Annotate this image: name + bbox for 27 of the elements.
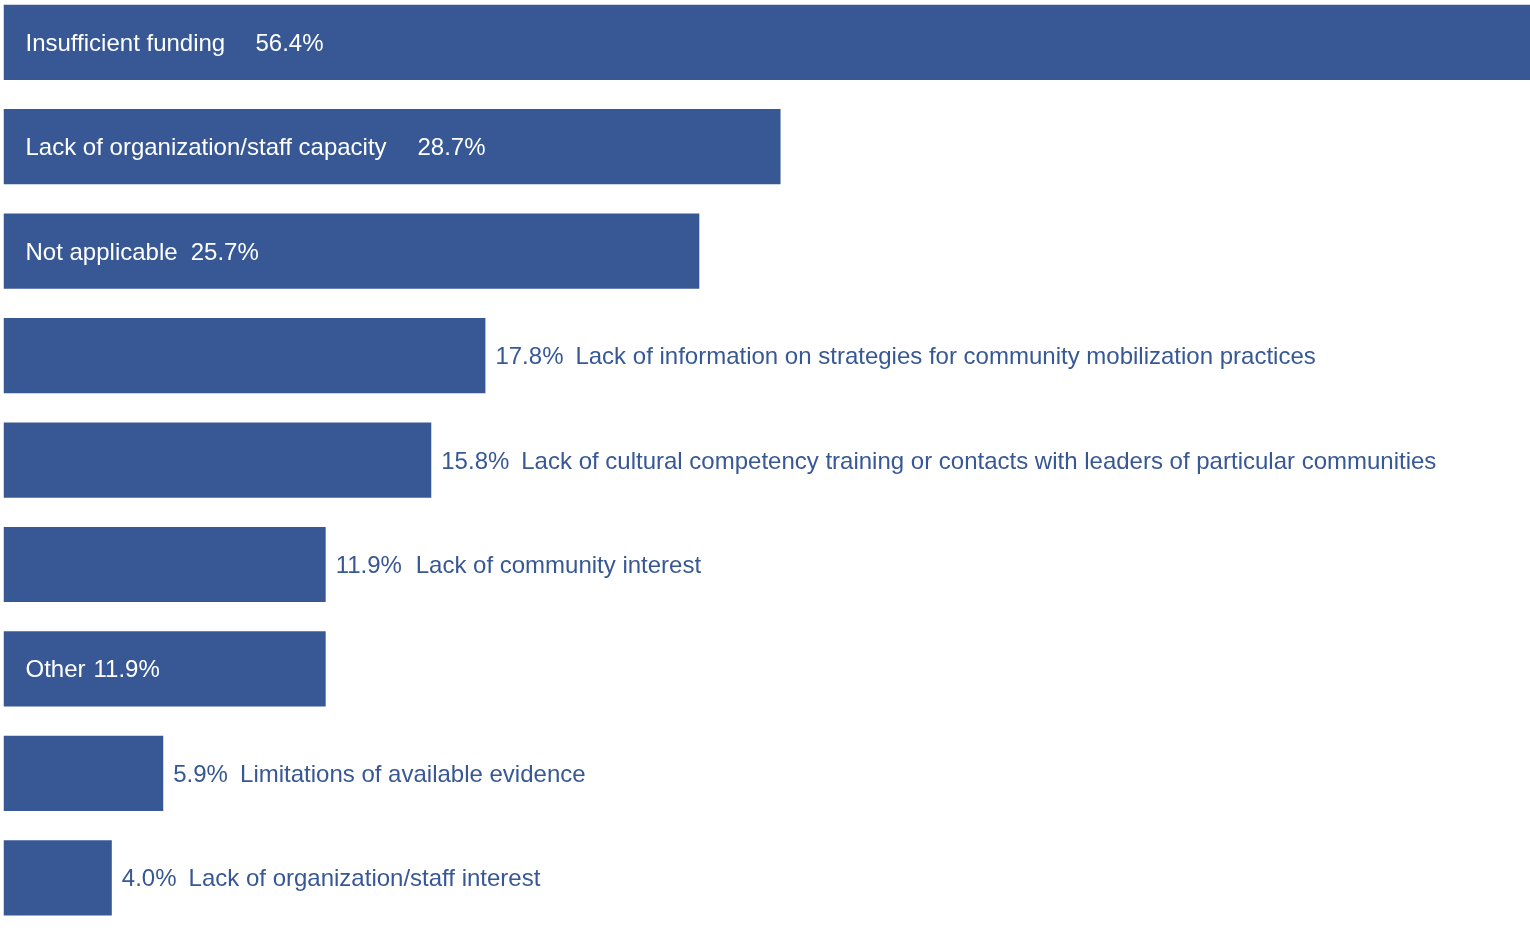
data-label: 5.9% (173, 759, 228, 787)
bar (3, 109, 781, 185)
bar (3, 4, 1530, 80)
bar (3, 526, 326, 603)
bar (3, 422, 432, 498)
bar (3, 631, 326, 707)
y-tick-label: Lack of community interest (415, 551, 702, 578)
y-tick-label: Insufficient funding (25, 28, 226, 56)
y-tick-label: Other (25, 655, 86, 683)
y-tick-label: Lack of organization/staff capacity (25, 133, 387, 161)
y-tick-label: Not applicable (25, 237, 178, 265)
bar (3, 213, 700, 289)
bar (3, 318, 486, 394)
data-label: 56.4% (255, 28, 324, 56)
data-label: 15.8% (441, 446, 510, 474)
y-tick-label: Lack of information on strategies for community mobilization practices (575, 342, 1316, 370)
data-label: 11.9% (93, 655, 160, 683)
bar (3, 840, 112, 916)
data-label: 25.7% (190, 237, 259, 265)
y-tick-label: Limitations of available evidence (240, 759, 586, 787)
data-label: 4.0% (121, 864, 177, 892)
bar (3, 735, 164, 811)
y-tick-label: Lack of cultural competency training or contacts with leaders of particular communities (521, 446, 1437, 474)
data-label: 28.7% (417, 133, 486, 161)
data-label: 11.9% (335, 551, 402, 578)
data-label: 17.8% (495, 342, 564, 370)
y-tick-label: Lack of organization/staff interest (188, 864, 541, 892)
